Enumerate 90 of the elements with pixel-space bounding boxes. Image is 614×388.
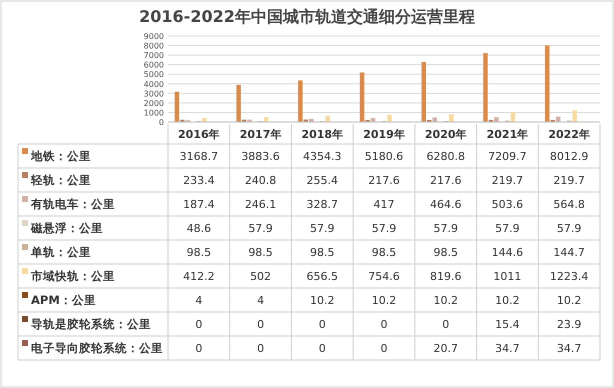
data-label: 98.5 <box>310 246 335 259</box>
x-tick-label: 2017年 <box>240 128 282 141</box>
data-label: 0 <box>318 342 326 355</box>
y-tick-label: 4000 <box>144 80 164 89</box>
data-label: 1011 <box>493 270 522 283</box>
data-label: 57.9 <box>556 222 582 235</box>
data-label: 0 <box>380 318 388 331</box>
x-tick-label: 2018年 <box>301 128 344 141</box>
data-label: 754.6 <box>368 270 400 283</box>
data-label: 4354.3 <box>303 150 342 163</box>
data-label: 15.4 <box>495 318 520 331</box>
data-label: 98.5 <box>372 246 396 259</box>
legend-label: 导轨是胶轮系统：公里 <box>31 317 151 331</box>
data-label: 219.7 <box>492 174 524 187</box>
data-label: 417 <box>374 198 394 211</box>
y-tick-label: 8000 <box>144 42 164 51</box>
data-label: 10.2 <box>556 294 582 307</box>
data-label: 34.7 <box>495 342 520 355</box>
y-tick-label: 6000 <box>144 60 164 70</box>
data-label: 246.1 <box>244 198 276 211</box>
data-label: 98.5 <box>248 246 273 259</box>
data-label: 10.2 <box>372 294 396 307</box>
data-label: 0 <box>442 318 450 331</box>
data-label: 6280.8 <box>426 150 465 163</box>
y-tick-label: 5000 <box>144 70 164 80</box>
data-label: 144.7 <box>553 246 585 259</box>
data-label: 412.2 <box>183 270 215 283</box>
legend-label: 有轨电车：公里 <box>30 197 115 211</box>
data-label: 328.7 <box>306 198 338 211</box>
data-label: 10.2 <box>310 294 335 307</box>
data-label: 240.8 <box>244 174 276 187</box>
data-label: 144.6 <box>492 246 524 259</box>
y-tick-label: 0 <box>158 118 164 127</box>
x-tick-label: 2022年 <box>548 128 590 141</box>
data-label: 1223.4 <box>550 270 588 283</box>
data-label: 4 <box>195 294 202 307</box>
legend-label: 单轨：公里 <box>30 245 91 259</box>
legend-label: 磁悬浮：公里 <box>30 221 103 235</box>
data-label: 503.6 <box>492 198 524 211</box>
data-label: 187.4 <box>183 198 215 211</box>
data-label: 233.4 <box>183 174 215 187</box>
data-label: 0 <box>195 342 202 355</box>
data-label: 34.7 <box>556 342 582 355</box>
data-label: 7209.7 <box>488 150 527 163</box>
data-label: 3883.6 <box>241 150 280 163</box>
data-label: 98.5 <box>186 246 212 259</box>
data-label: 3168.7 <box>180 150 218 163</box>
data-label: 57.9 <box>310 222 335 235</box>
data-label: 217.6 <box>368 174 400 187</box>
data-label: 255.4 <box>306 174 338 187</box>
data-label: 8012.9 <box>550 150 588 163</box>
data-label: 217.6 <box>430 174 462 187</box>
y-tick-label: 3000 <box>144 89 164 98</box>
data-label: 819.6 <box>430 270 462 283</box>
data-label: 502 <box>250 270 272 283</box>
legend-label: 市域快轨：公里 <box>30 269 115 283</box>
legend-label: 电子导向胶轮系统：公里 <box>31 341 163 355</box>
data-label: 98.5 <box>433 246 458 259</box>
data-label: 10.2 <box>433 294 458 307</box>
data-label: 0 <box>257 342 264 355</box>
y-tick-label: 2000 <box>144 98 164 108</box>
data-label: 5180.6 <box>364 150 404 163</box>
data-label: 219.7 <box>553 174 585 187</box>
data-label: 57.9 <box>433 222 458 235</box>
data-label: 0 <box>257 318 264 331</box>
x-tick-label: 2020年 <box>424 128 467 141</box>
data-label: 57.9 <box>495 222 520 235</box>
data-label: 564.8 <box>553 198 585 211</box>
data-label: 20.7 <box>433 342 458 355</box>
data-label: 656.5 <box>306 270 338 283</box>
data-label: 48.6 <box>186 222 212 235</box>
x-tick-label: 2021年 <box>486 128 528 141</box>
legend-label: 轻轨：公里 <box>30 173 91 187</box>
y-tick-label: 1000 <box>144 108 164 118</box>
legend-label: APM：公里 <box>31 293 96 307</box>
chart-title: 2016-2022年中国城市轨道交通细分运营里程 <box>139 7 475 26</box>
data-label: 0 <box>195 318 202 331</box>
x-tick-label: 2016年 <box>178 128 220 141</box>
y-tick-label: 7000 <box>144 51 164 60</box>
data-label: 0 <box>318 318 326 331</box>
data-label: 57.9 <box>372 222 396 235</box>
x-tick-label: 2019年 <box>363 128 405 141</box>
data-label: 57.9 <box>248 222 273 235</box>
data-label: 23.9 <box>556 318 582 331</box>
data-label: 4 <box>257 294 264 307</box>
data-label: 464.6 <box>430 198 462 211</box>
y-tick-label: 9000 <box>144 32 164 41</box>
data-label: 0 <box>380 342 388 355</box>
data-label: 10.2 <box>495 294 520 307</box>
legend-label: 地铁：公里 <box>30 149 91 163</box>
